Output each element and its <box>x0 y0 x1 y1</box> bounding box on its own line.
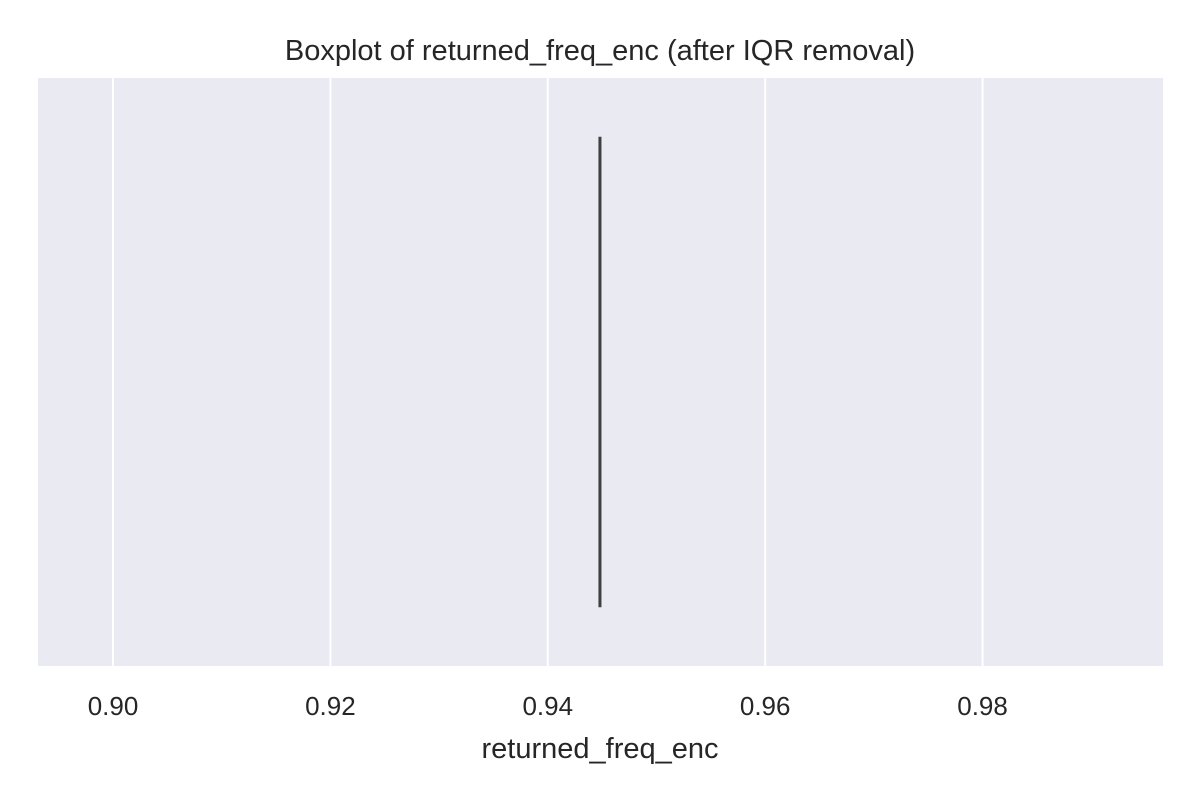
x-axis-label: returned_freq_enc <box>482 733 719 765</box>
x-tick-label: 0.92 <box>305 691 356 721</box>
x-tick-label: 0.90 <box>88 691 139 721</box>
x-tick-label: 0.94 <box>522 691 573 721</box>
chart-title: Boxplot of returned_freq_enc (after IQR … <box>285 35 915 67</box>
grid-lines <box>112 78 984 666</box>
x-tick-labels: 0.90 0.92 0.94 0.96 0.98 <box>88 691 1008 721</box>
x-tick-label: 0.96 <box>740 691 791 721</box>
x-tick-label: 0.98 <box>957 691 1008 721</box>
